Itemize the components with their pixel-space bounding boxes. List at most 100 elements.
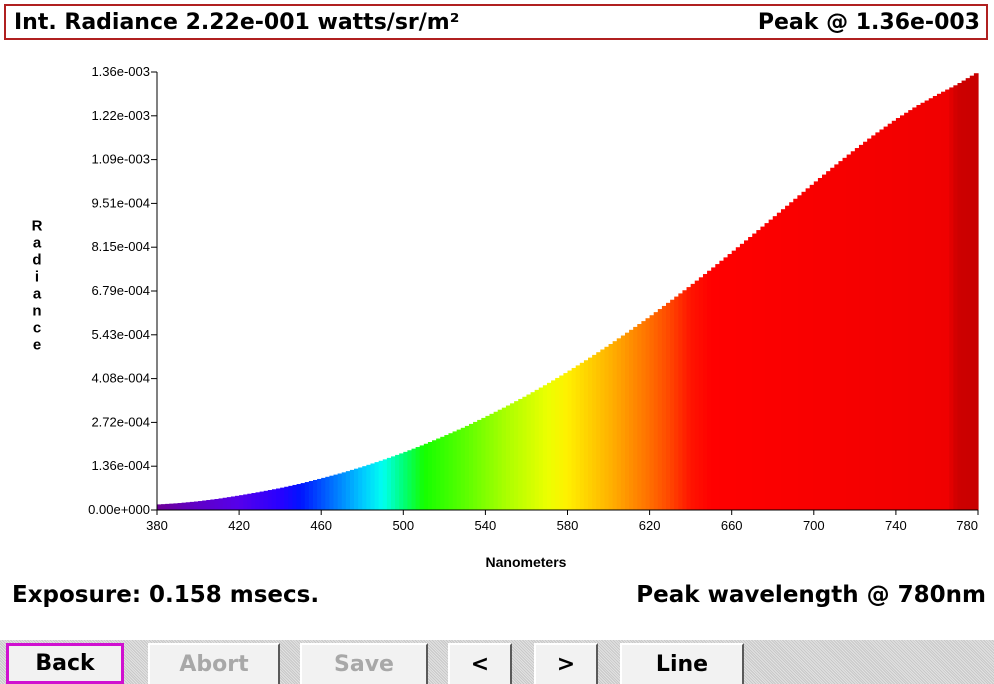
spectrum-bar: [916, 105, 922, 510]
back-button[interactable]: Back: [6, 643, 124, 684]
spectrum-bar: [157, 504, 162, 510]
spectrum-bar: [612, 341, 618, 510]
next-button[interactable]: >: [534, 643, 598, 684]
spectrum-bar: [485, 415, 491, 510]
spectrum-bar: [395, 454, 400, 510]
spectrum-bar: [563, 373, 569, 510]
spectrum-bar: [838, 161, 844, 511]
spectrum-bar: [419, 445, 425, 510]
spectrum-bar: [432, 440, 437, 510]
spectrum-bar: [534, 389, 540, 510]
spectrum-bar: [411, 448, 417, 510]
line-button[interactable]: Line: [620, 643, 744, 684]
spectrum-bar: [645, 318, 651, 510]
spectrum-bar: [735, 247, 741, 511]
x-tick-label: 580: [557, 518, 579, 533]
spectrum-bar: [682, 290, 688, 510]
spectrum-bar: [354, 468, 359, 510]
spectrum-bar: [817, 177, 823, 511]
y-tick-label: 4.08e-004: [91, 371, 150, 386]
spectrum-bar: [271, 489, 277, 510]
spectrum-bar: [596, 352, 601, 510]
spectrum-bar: [764, 223, 770, 511]
spectrum-bar: [222, 497, 228, 510]
spectrum-bar: [382, 459, 388, 510]
spectrum-bar: [776, 212, 782, 510]
spectrum-bar: [403, 451, 409, 510]
spectrum-bar: [912, 107, 918, 511]
x-ticks: 380 420 460 500 540 580 620 660 700 740 780: [146, 510, 979, 533]
y-tick-label: 1.22e-003: [91, 108, 150, 123]
spectrum-bar: [427, 442, 433, 510]
spectrum-bar: [358, 467, 363, 510]
spectrum-bar: [686, 287, 692, 510]
spectrum-bar: [813, 181, 819, 510]
spectrum-bar: [600, 349, 606, 510]
x-tick-label: 420: [228, 518, 250, 533]
spectrum-bar: [530, 392, 536, 510]
spectrum-bar: [198, 501, 203, 510]
spectrum-bar: [276, 488, 281, 510]
y-ticks: 0.00e+000 1.36e-004 2.72e-004 4.08e-004 5.43…: [88, 64, 157, 517]
spectrum-bar: [690, 283, 696, 510]
spectrum-bar: [900, 115, 905, 510]
x-axis-label: Nanometers: [486, 554, 567, 570]
spectrum-bar: [370, 463, 376, 510]
spectrum-bar: [842, 157, 848, 510]
spectrum-bar: [555, 377, 560, 510]
abort-button[interactable]: Abort: [148, 643, 280, 684]
spectrum-bar: [867, 138, 872, 510]
spectrum-bar: [932, 95, 938, 511]
spectrum-bar: [468, 423, 474, 510]
spectrum-bar: [920, 102, 926, 510]
spectrum-bar: [748, 236, 753, 511]
spectrum-bar: [493, 411, 499, 510]
spectrum-bar: [559, 375, 564, 510]
spectrum-bar: [518, 398, 523, 510]
spectrum-bar: [193, 501, 199, 510]
spectrum-bar: [941, 91, 946, 511]
spectrum-bar: [259, 491, 265, 510]
spectrum-bar: [583, 360, 589, 510]
toolbar: Back Abort Save < > Line: [0, 640, 994, 684]
save-button[interactable]: Save: [300, 643, 428, 684]
x-tick-label: 780: [956, 518, 978, 533]
spectrum-bar: [251, 493, 257, 510]
radiance-header: Int. Radiance 2.22e-001 watts/sr/m² Peak…: [4, 4, 988, 40]
spectrum-bar: [267, 490, 273, 510]
spectrum-bar: [551, 380, 556, 510]
spectrum-bar: [575, 365, 581, 510]
spectrum-bar: [189, 501, 195, 510]
spectrum-bar: [477, 419, 482, 510]
spectrum-bar: [292, 484, 298, 510]
spectrum-bar: [739, 243, 745, 510]
y-tick-label: 1.09e-003: [91, 152, 150, 167]
x-tick-label: 700: [803, 518, 825, 533]
spectrum-bar: [661, 305, 667, 510]
spectrum-bar: [904, 112, 909, 511]
prev-button[interactable]: <: [448, 643, 512, 684]
spectrum-bar: [608, 344, 614, 510]
spectrum-bar: [760, 226, 766, 510]
spectrum-bar: [928, 98, 934, 510]
y-tick-label: 1.36e-003: [91, 64, 150, 79]
spectrum-bar: [177, 503, 183, 510]
spectrum-bar: [366, 464, 372, 510]
spectrum-bar: [378, 460, 384, 510]
spectrum-bar: [296, 484, 302, 510]
spectrum-bar: [218, 498, 224, 510]
spectrum-bar: [436, 438, 441, 510]
integrated-radiance-label: Int. Radiance 2.22e-001 watts/sr/m²: [14, 10, 460, 35]
x-tick-label: 460: [310, 518, 332, 533]
spectrum-bar: [965, 78, 971, 510]
spectrum-bar: [756, 230, 762, 510]
spectrum-bar: [526, 394, 532, 510]
spectrum-bar: [452, 431, 458, 510]
spectrum-bar: [895, 118, 901, 511]
spectrum-bar: [957, 83, 963, 510]
spectrum-bar: [887, 123, 893, 510]
spectrum-bar: [727, 254, 733, 510]
spectrum-bar: [624, 332, 630, 510]
radiance-spectrum-chart: 0.00e+000 1.36e-004 2.72e-004 4.08e-004 5.43…: [32, 64, 979, 570]
spectrum-bar: [399, 453, 404, 510]
